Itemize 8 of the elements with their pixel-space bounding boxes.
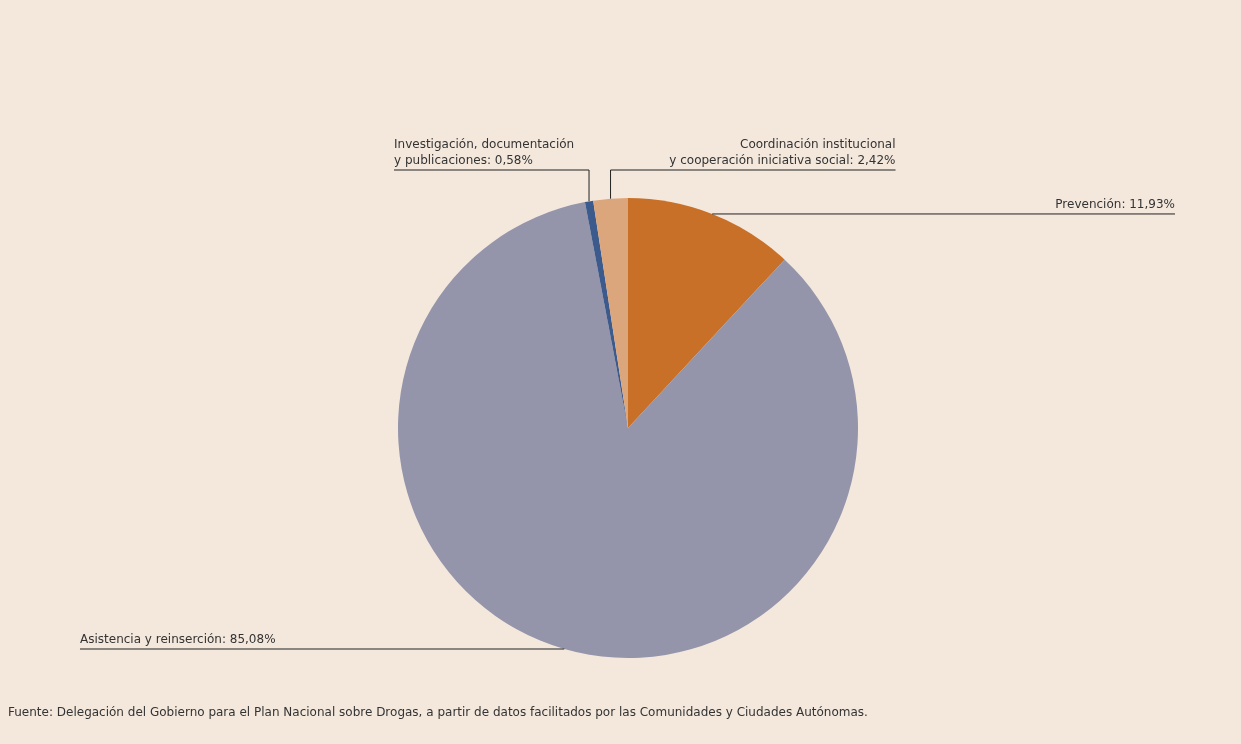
pie-slice [398,202,858,658]
slice-label: Coordinación institucional y cooperación iniciativa social: 2,42% [669,137,896,167]
pie-slice [593,198,628,428]
source-note: Fuente: Delegación del Gobierno para el Plan Nacional sobre Drogas, a partir de datos facilitados por las Comunidades y Ciudades Autónomas. [8,705,868,719]
slice-label: Asistencia y reinserción: 85,08% [80,632,276,647]
slice-label: Investigación, documentación y publicaciones: 0,58% [394,137,575,167]
pie-slice [628,198,785,428]
slice-label: Prevención: 11,93% [1055,196,1175,211]
